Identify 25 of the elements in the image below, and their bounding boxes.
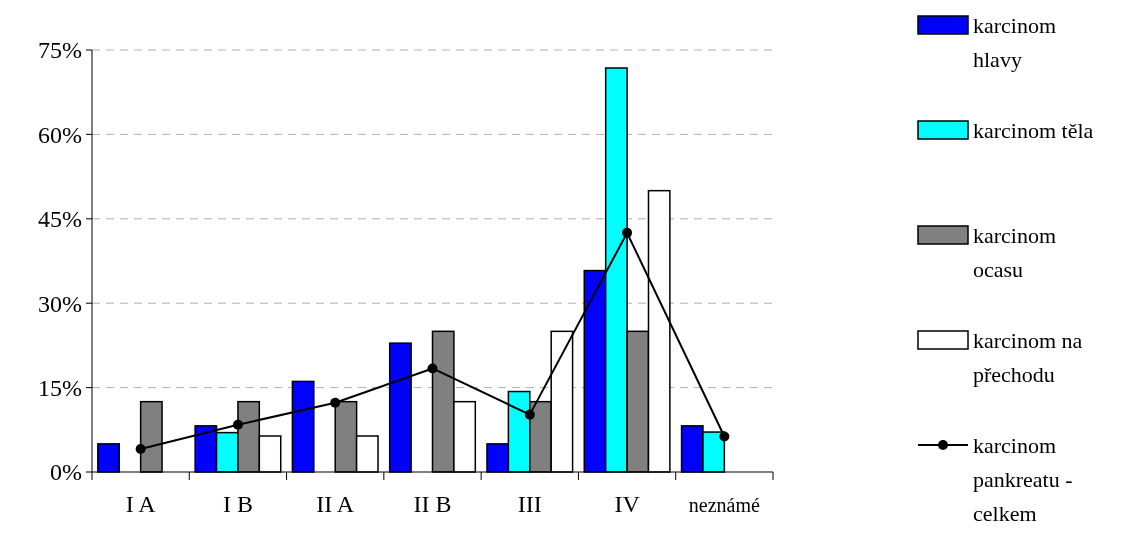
legend-label: karcinom ocasu — [973, 222, 1057, 282]
x-tick-label: II A — [316, 491, 355, 517]
point — [330, 397, 341, 408]
y-tick-label: 75% — [38, 37, 82, 64]
x-tick-label: I A — [125, 491, 157, 517]
legend-label: karcinom na přechodu — [973, 327, 1083, 387]
point — [135, 443, 146, 454]
y-tick-label: 15% — [38, 375, 82, 401]
point — [524, 409, 535, 420]
legend-label: karcinom těla — [973, 117, 1094, 143]
point — [719, 431, 730, 442]
y-tick-label: 60% — [38, 121, 82, 148]
point — [427, 363, 438, 374]
x-tick-label: III — [517, 491, 542, 517]
x-tick-label: I B — [222, 491, 253, 517]
y-tick-label: 0% — [50, 459, 82, 486]
y-tick-label: 30% — [38, 290, 82, 317]
x-tick-label: neznámé — [688, 494, 761, 516]
legend-label: karcinom hlavy — [973, 12, 1057, 72]
x-tick-label: II B — [413, 491, 452, 517]
y-tick-label: 45% — [38, 206, 82, 233]
point — [232, 419, 243, 430]
x-tick-label: IV — [614, 491, 641, 517]
point — [622, 227, 633, 238]
legend-label: karcinom pankreatu - celkem — [973, 432, 1073, 526]
